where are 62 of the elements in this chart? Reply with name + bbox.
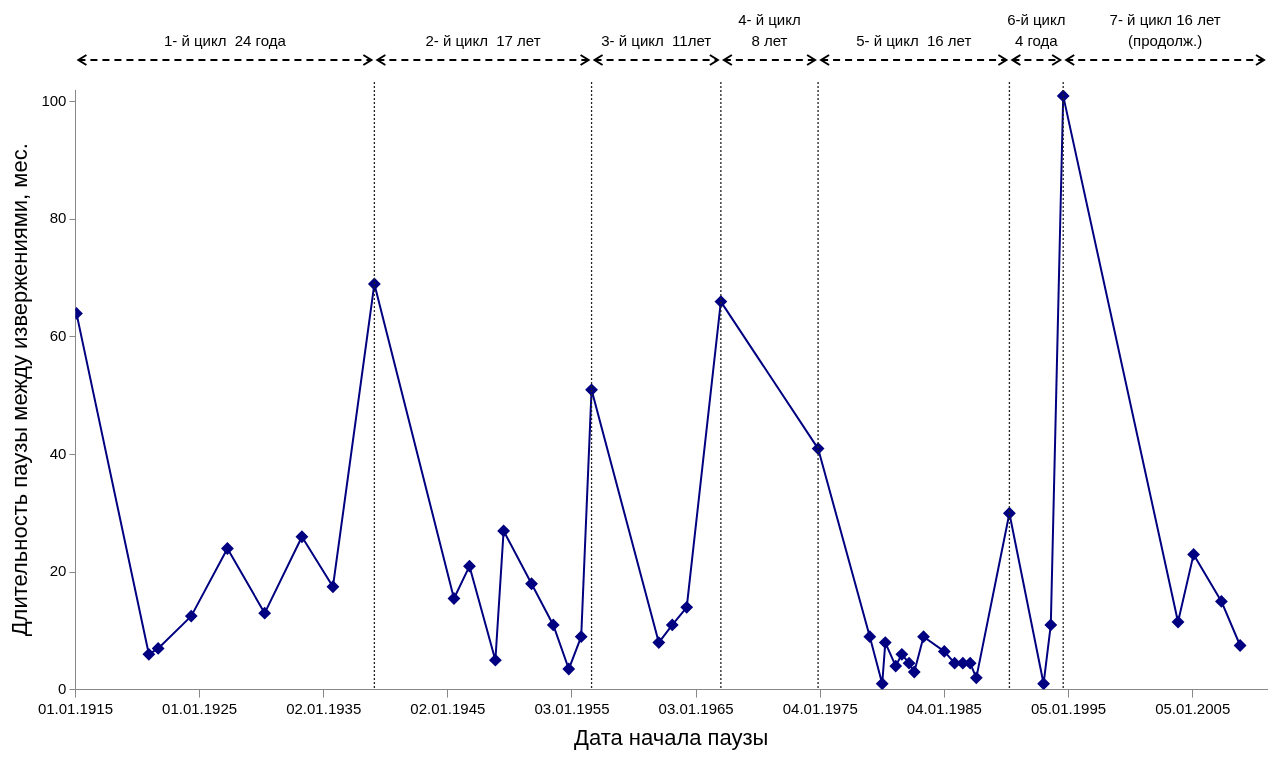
x-tick-label: 03.01.1955 [534,699,610,717]
text: 3- й цикл 11лет [601,32,712,49]
text: 6-й цикл 4 года [1007,11,1066,49]
point [889,660,902,673]
point [1057,90,1070,102]
point [258,607,271,620]
point [1037,677,1050,690]
text: 7- й цикл 16 лет (продолж.) [1109,11,1221,49]
point [221,542,234,555]
point [489,654,502,667]
point [547,618,560,631]
text: 1- й цикл 24 года [163,32,287,49]
point [1234,639,1247,652]
y-tick-label: 0 [58,679,67,697]
point [497,524,510,537]
point [1187,548,1200,561]
x-tick-label: 05.01.1995 [1031,699,1107,717]
x-tick-label: 05.01.2005 [1155,699,1231,717]
point [863,630,876,643]
point [970,671,983,684]
x-axis-title: Дата начала паузы [574,724,769,750]
point [1215,595,1228,608]
point [525,577,538,590]
point [938,645,951,658]
x-tick-label: 02.01.1945 [410,699,486,717]
point [879,636,892,649]
x-tick-label: 03.01.1965 [658,699,734,717]
point [876,677,889,690]
y-tick-label: 40 [49,444,67,462]
point [1172,616,1185,628]
point [295,530,308,543]
point [575,630,588,643]
point [666,618,679,631]
y-tick-label: 80 [49,209,67,227]
point [185,610,198,623]
point [585,383,598,396]
y-axis-title: Длительность паузы между извержениями, мес. [7,143,33,637]
point [326,580,339,593]
text: 5- й цикл 16 лет [856,32,972,49]
x-tick-label: 01.01.1925 [162,699,238,717]
y-tick-label: 20 [49,562,67,580]
y-tick-label: 100 [41,91,67,109]
point [917,630,930,643]
y-tick-label: 60 [49,327,67,345]
point [903,657,916,670]
x-tick-label: 04.01.1975 [782,699,858,717]
x-tick-label: 04.01.1985 [906,699,982,717]
point [1044,618,1057,631]
point [562,663,575,676]
point [680,601,693,614]
point [142,648,155,661]
point [652,636,665,649]
x-tick-label: 01.01.1915 [37,699,113,717]
text: 4- й цикл 8 лет [738,11,801,49]
x-tick-label: 02.01.1935 [286,699,362,717]
point [463,560,476,573]
point [368,277,381,290]
point [152,642,165,655]
text: 2- й цикл 17 лет [425,32,541,49]
point [908,665,921,678]
point [895,648,908,661]
point [447,592,460,605]
